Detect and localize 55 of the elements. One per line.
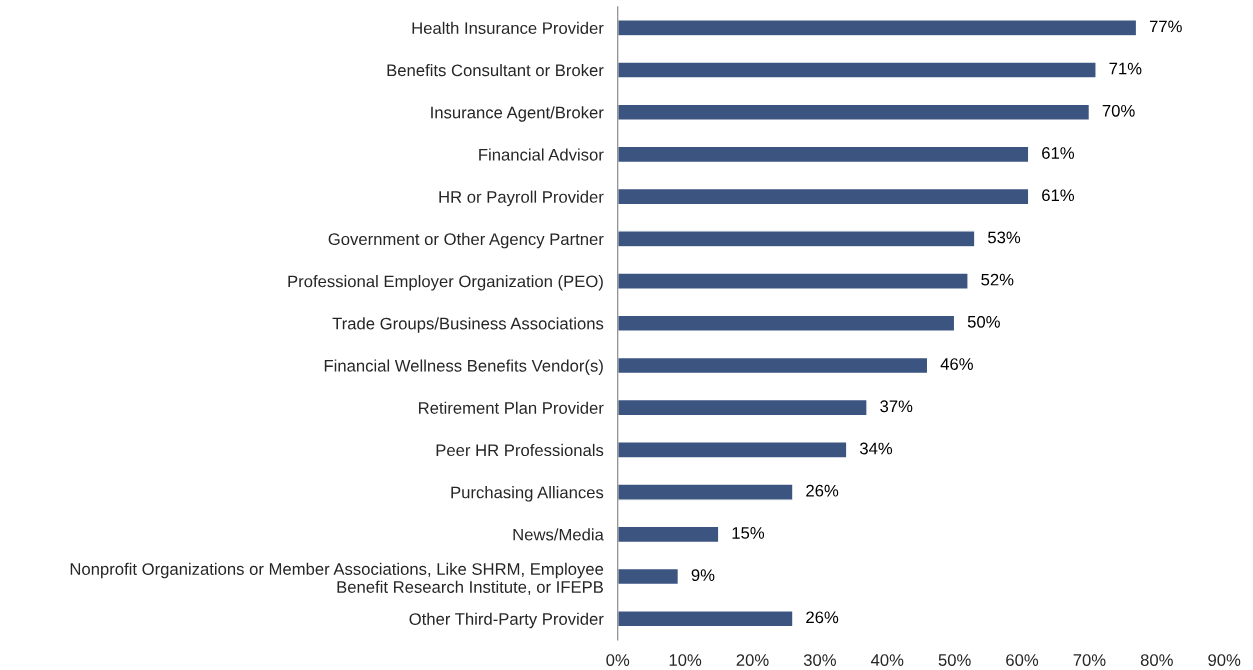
bar [617,272,969,290]
x-tick-label: 80% [1140,654,1173,666]
data-label: 26% [806,611,839,624]
x-tick-label: 30% [803,654,836,666]
data-label: 50% [967,315,1000,328]
y-tick-label: Retirement Plan Provider [419,401,604,414]
bar [617,145,1030,164]
data-label: 34% [859,442,893,455]
bar [617,230,976,248]
y-tick-label: Benefits Consultant or Broker [387,63,604,77]
bar [617,483,794,501]
y-tick-label: Trade Groups/Business Associations [332,317,604,333]
y-tick-label: Health Insurance Provider [412,21,604,35]
y-tick-label: Other Third-Party Provider [409,612,604,629]
y-tick-label: News/Media [513,528,604,541]
bar [617,525,720,544]
data-label: 70% [1102,104,1135,117]
x-tick-label: 70% [1073,654,1106,666]
x-tick-label: 40% [870,654,904,666]
bar [617,356,929,375]
data-label: 9% [691,569,715,582]
y-tick-label: Financial Advisor [479,148,604,161]
bar [617,314,956,332]
data-label: 52% [981,273,1014,286]
bar [617,103,1091,121]
data-label: 46% [940,358,973,370]
y-tick-label: Professional Employer Organization (PEO) [288,275,603,291]
bar [617,567,680,586]
bar [617,187,1030,206]
data-label: 37% [880,400,913,413]
bar [617,610,794,628]
data-label: 15% [732,527,765,539]
x-tick-label: 20% [736,654,769,666]
bar [617,19,1138,37]
y-tick-label: Purchasing Alliances [451,486,604,502]
x-tick-label: 0% [606,654,630,666]
data-label: 61% [1042,189,1075,202]
data-label: 53% [988,231,1021,244]
y-tick-label: Government or Other Agency Partner [328,232,604,249]
data-label: 26% [806,484,839,497]
y-tick-label: Peer HR Professionals [436,443,604,457]
x-tick-label: 10% [669,654,702,666]
data-label: 71% [1109,62,1142,75]
bar [617,441,848,459]
y-tick-label: HR or Payroll Provider [439,190,604,207]
data-label: 61% [1042,147,1075,159]
x-tick-label: 50% [938,654,971,666]
x-tick-label: 90% [1208,654,1241,666]
bar [617,61,1097,79]
y-tick-label: Financial Wellness Benefits Vendor(s) [324,359,603,375]
y-tick-label: Nonprofit Organizations or Member Associations, Like SHRM, Employee Benefit Research Institute, or IFEPB [70,562,604,595]
x-tick-label: 60% [1006,654,1039,666]
y-tick-label: Insurance Agent/Broker [431,106,604,122]
bar [617,398,868,417]
data-label: 77% [1149,20,1182,33]
